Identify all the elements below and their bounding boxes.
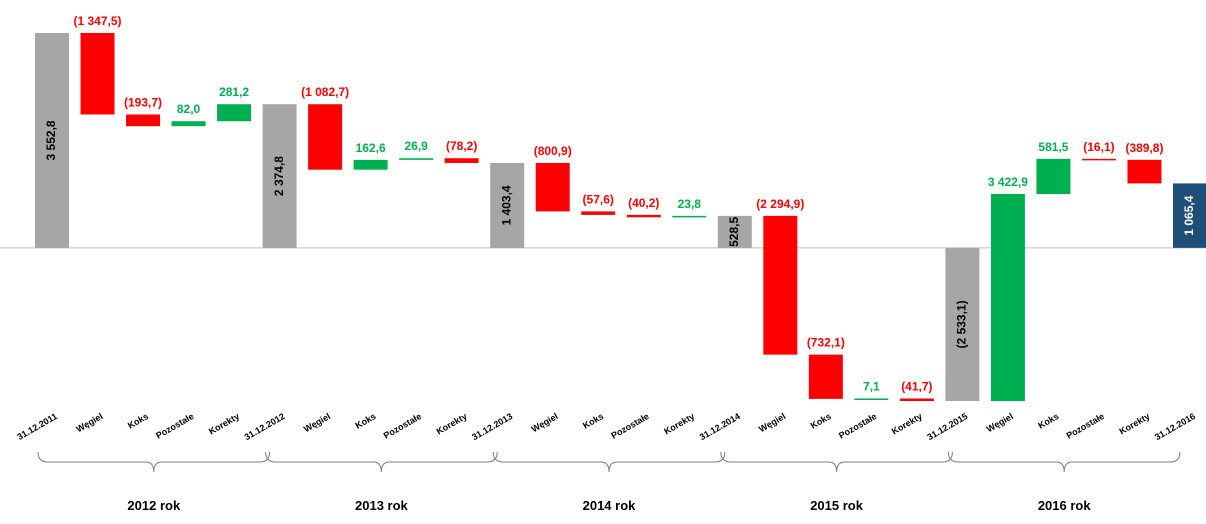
x-tick-label: Koks	[581, 411, 605, 431]
group-label: 2014 rok	[583, 498, 637, 513]
x-tick-label: 31.12.2014	[698, 411, 742, 442]
value-label: 162,6	[356, 141, 386, 155]
bar	[35, 33, 69, 248]
x-tick-label: Korekty	[1117, 411, 1151, 436]
bar	[171, 121, 206, 127]
group-label: 2015 rok	[810, 498, 864, 513]
x-tick-label: Pozostałe	[837, 411, 878, 441]
value-label: 281,2	[219, 85, 249, 99]
bar	[672, 215, 707, 218]
bar	[1036, 158, 1071, 195]
x-tick-label: Korekty	[435, 411, 469, 436]
bar	[444, 158, 479, 163]
value-label: 1 065,4	[1182, 195, 1196, 235]
bar	[1127, 159, 1162, 184]
value-label: 3 552,8	[44, 120, 58, 160]
x-tick-label: Węgiel	[530, 411, 560, 434]
value-label: (800,9)	[534, 144, 572, 158]
bar	[717, 215, 752, 248]
bar	[490, 162, 525, 248]
bar	[399, 158, 434, 160]
value-label: 82,0	[177, 102, 201, 116]
value-label: (16,1)	[1083, 140, 1114, 154]
x-tick-label: 31.12.2016	[1153, 411, 1197, 442]
x-tick-label: 31.12.2011	[15, 411, 59, 442]
x-tick-label: Koks	[354, 411, 378, 431]
bar	[626, 214, 661, 218]
group-brace	[265, 451, 498, 473]
bar	[808, 354, 843, 399]
bar	[262, 104, 297, 248]
x-tick-label: 31.12.2012	[243, 411, 287, 442]
bar	[854, 398, 889, 400]
group-label: 2012 rok	[127, 498, 181, 513]
value-label: (41,7)	[901, 379, 932, 393]
x-tick-label: Pozostałe	[1065, 411, 1106, 441]
value-label: (1 082,7)	[301, 85, 349, 99]
value-label: (2 533,1)	[955, 300, 969, 348]
bar	[80, 33, 115, 115]
x-tick-label: Węgiel	[74, 411, 104, 434]
value-label: 1 403,4	[499, 185, 513, 225]
bar	[126, 114, 161, 127]
value-label: 26,9	[404, 139, 428, 153]
value-label: (1 347,5)	[74, 14, 122, 28]
value-label: (40,2)	[628, 196, 659, 210]
x-tick-label: Pozostałe	[154, 411, 195, 441]
group-brace	[720, 451, 953, 473]
value-label: 3 422,9	[988, 175, 1028, 189]
x-tick-label: Węgiel	[985, 411, 1015, 434]
bar	[1173, 183, 1206, 248]
group-brace	[37, 451, 271, 473]
x-tick-label: Koks	[1036, 411, 1060, 431]
x-tick-label: Pozostałe	[609, 411, 650, 441]
value-label: (389,8)	[1125, 141, 1163, 155]
x-tick-label: Węgiel	[302, 411, 332, 434]
value-label: (732,1)	[807, 336, 845, 350]
bar	[535, 162, 570, 212]
value-label: 23,8	[678, 197, 702, 211]
bar	[353, 159, 388, 170]
bar	[990, 194, 1025, 401]
group-brace	[492, 451, 726, 473]
x-tick-label: Korekty	[662, 411, 696, 436]
bar	[1081, 158, 1116, 161]
value-label: 2 374,8	[272, 156, 286, 196]
value-label: (57,6)	[583, 192, 614, 206]
value-label: (193,7)	[124, 95, 162, 109]
bar	[581, 211, 616, 215]
value-label: 581,5	[1038, 140, 1068, 154]
group-brace	[947, 451, 1181, 473]
bar	[763, 215, 798, 355]
x-tick-label: Korekty	[207, 411, 241, 436]
x-tick-label: 31.12.2013	[470, 411, 514, 442]
x-tick-label: Pozostałe	[382, 411, 423, 441]
value-label: (78,2)	[446, 139, 477, 153]
bar	[945, 247, 980, 401]
x-tick-label: Korekty	[890, 411, 924, 436]
x-tick-label: 31.12.2015	[925, 411, 969, 442]
x-tick-label: Koks	[809, 411, 833, 431]
group-label: 2013 rok	[355, 498, 409, 513]
value-label: 528,5	[727, 217, 741, 247]
group-label: 2016 rok	[1038, 498, 1092, 513]
bar	[899, 398, 934, 401]
bar	[217, 104, 252, 122]
value-label: 7,1	[863, 379, 880, 393]
bar	[308, 104, 343, 170]
value-label: (2 294,9)	[756, 197, 804, 211]
x-tick-label: Węgiel	[757, 411, 787, 434]
x-tick-label: Koks	[126, 411, 150, 431]
